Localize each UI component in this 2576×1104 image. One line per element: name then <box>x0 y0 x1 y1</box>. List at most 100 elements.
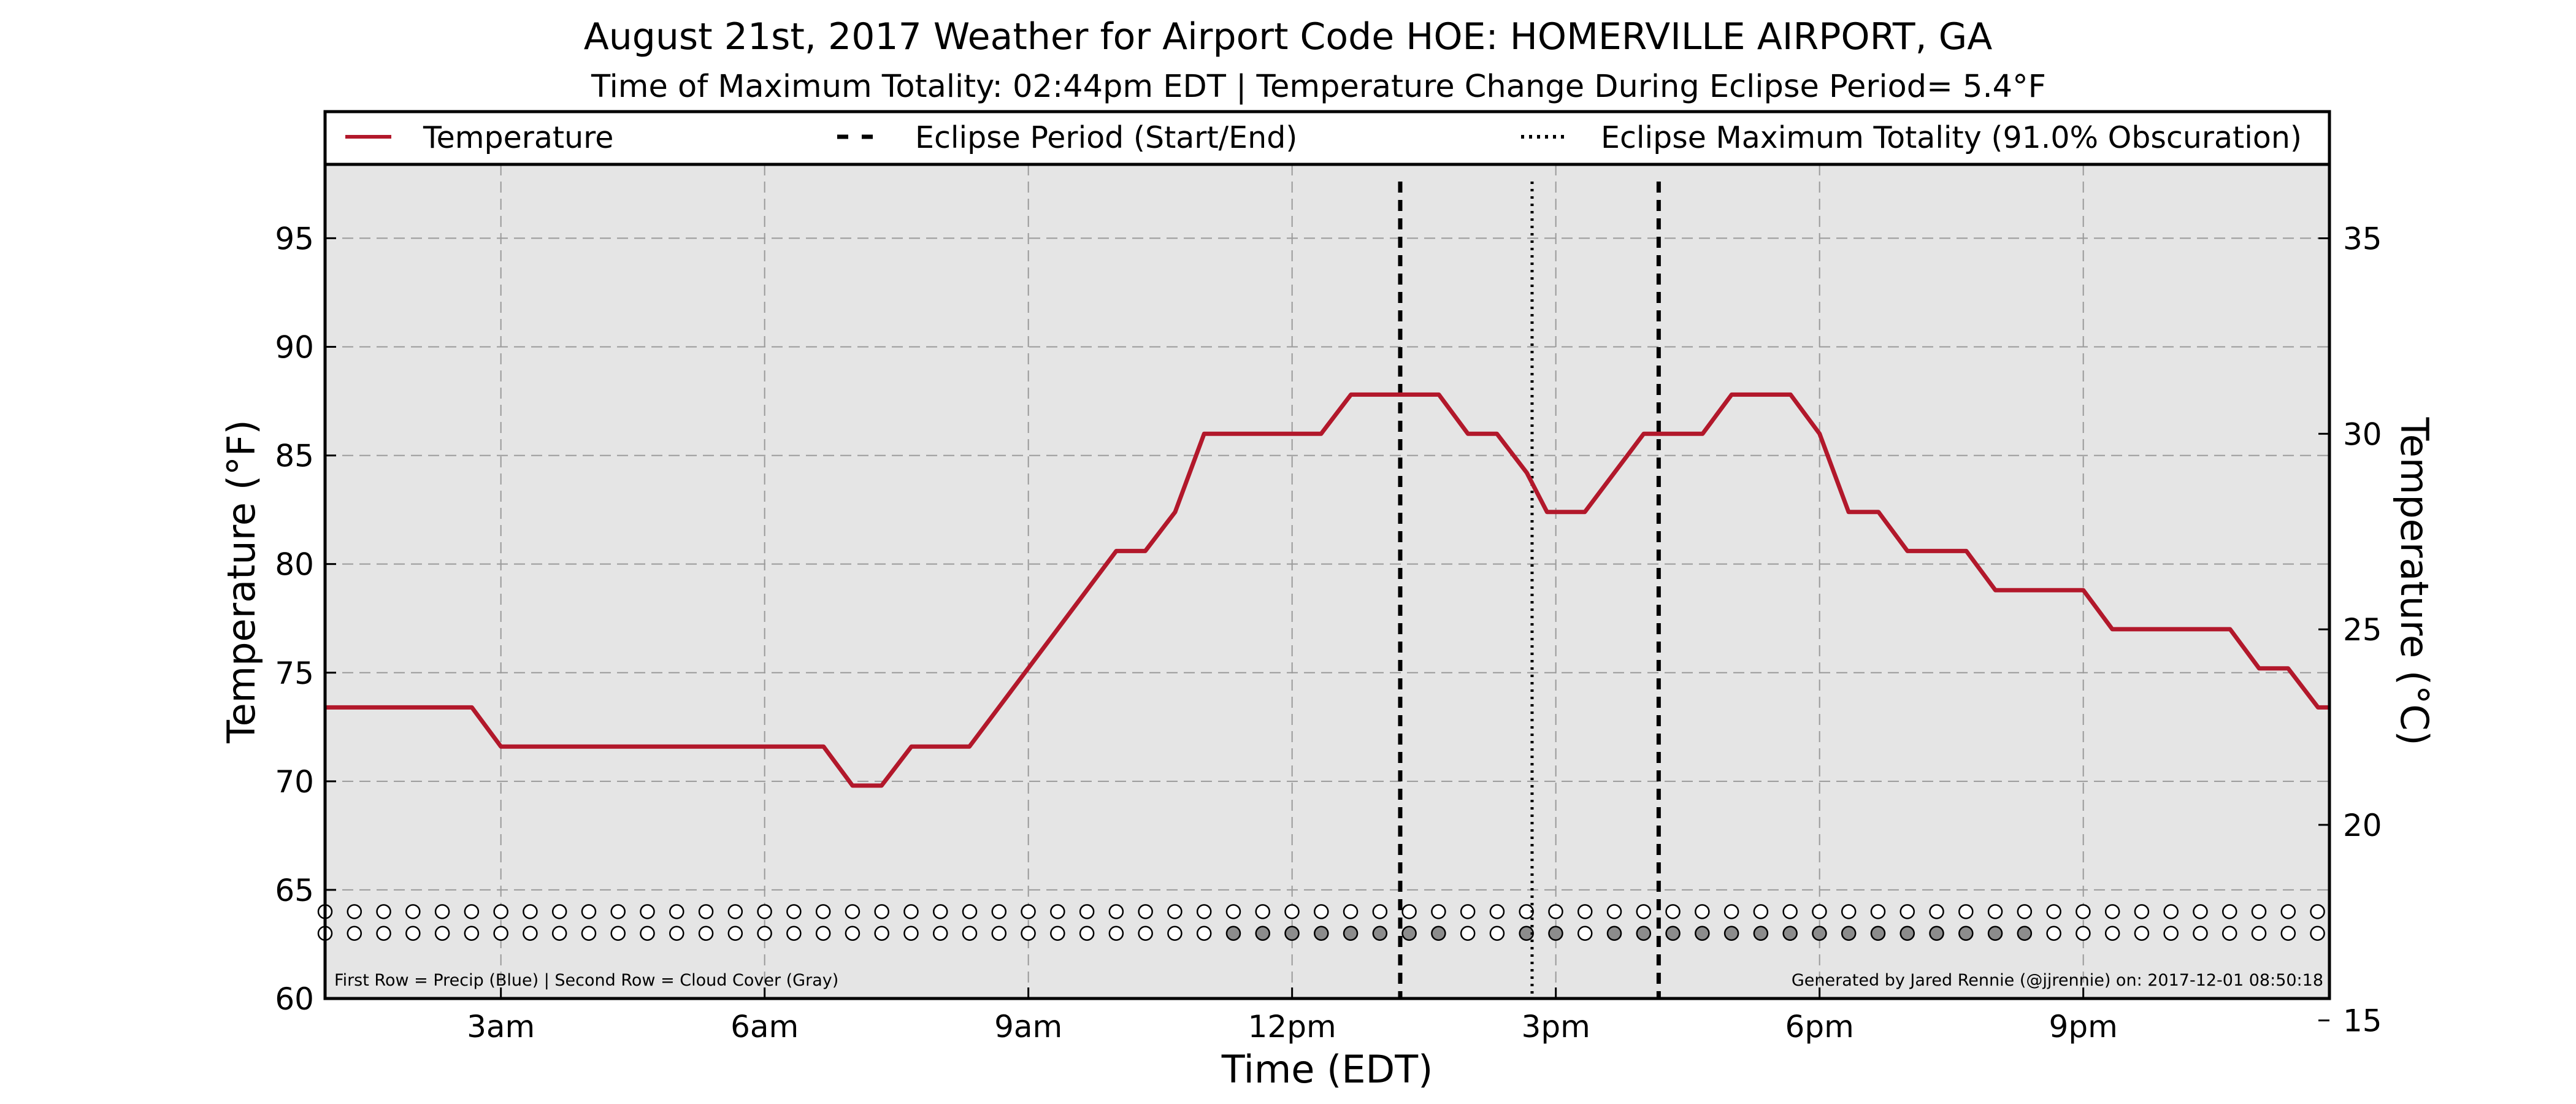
cloud-cover-dot <box>1401 926 1417 941</box>
cloud-cover-dot <box>2134 926 2150 941</box>
cloud-cover-dot <box>1284 926 1300 941</box>
cloud-cover-dot <box>1841 926 1857 941</box>
precip-dot <box>434 904 450 919</box>
precip-dot <box>405 904 421 919</box>
precip-dot <box>962 904 978 919</box>
precip-dot <box>1050 904 1065 919</box>
cloud-cover-dot <box>1489 926 1505 941</box>
cloud-cover-dot <box>932 926 948 941</box>
y-axis-label: Temperature (°F) <box>219 420 264 743</box>
cloud-cover-dot <box>405 926 421 941</box>
y-tick-label: 95 <box>275 221 314 256</box>
cloud-cover-dot <box>2076 926 2091 941</box>
precip-dot <box>2134 904 2150 919</box>
cloud-cover-dot <box>1314 926 1329 941</box>
cloud-cover-dot <box>1255 926 1270 941</box>
cloud-cover-dot <box>815 926 831 941</box>
cloud-cover-dot <box>1987 926 2003 941</box>
precip-dot <box>1665 904 1681 919</box>
cloud-cover-dot <box>1021 926 1036 941</box>
cloud-cover-dot <box>493 926 508 941</box>
precip-dot <box>1782 904 1798 919</box>
y-tick-label: 65 <box>275 873 314 908</box>
cloud-cover-dot <box>903 926 919 941</box>
cloud-cover-dot <box>1431 926 1446 941</box>
x-tick-label: 9pm <box>2049 1009 2118 1045</box>
cloud-cover-dot <box>1108 926 1124 941</box>
x-tick-label: 3pm <box>1522 1009 1590 1045</box>
x-tick-label: 12pm <box>1248 1009 1336 1045</box>
precip-dot <box>2046 904 2061 919</box>
y2-tick-label: 35 <box>2343 221 2382 257</box>
precip-dot <box>1606 904 1622 919</box>
precip-dot <box>903 904 919 919</box>
precip-dot <box>1284 904 1300 919</box>
cloud-cover-dot <box>1050 926 1065 941</box>
cloud-cover-dot <box>2280 926 2296 941</box>
y-tick-label: 75 <box>275 656 314 691</box>
precip-dot <box>1753 904 1769 919</box>
precip-dot <box>1577 904 1593 919</box>
cloud-cover-dot <box>1138 926 1153 941</box>
legend-label-temperature: Temperature <box>423 120 613 155</box>
precip-dot <box>1314 904 1329 919</box>
temperature-point <box>881 785 882 786</box>
precip-dot <box>1343 904 1359 919</box>
precip-dot <box>1079 904 1095 919</box>
cloud-cover-dot <box>1899 926 1915 941</box>
precip-dot <box>786 904 802 919</box>
cloud-cover-dot <box>581 926 597 941</box>
precip-dot <box>581 904 597 919</box>
precip-dot <box>757 904 772 919</box>
cloud-cover-dot <box>1695 926 1710 941</box>
cloud-cover-dot <box>2046 926 2061 941</box>
cloud-cover-dot <box>2193 926 2208 941</box>
cloud-cover-dot <box>1753 926 1769 941</box>
precip-dot <box>2221 904 2237 919</box>
precip-dot <box>2017 904 2033 919</box>
precip-dot <box>2076 904 2091 919</box>
cloud-cover-dot <box>1606 926 1622 941</box>
precip-dot <box>1225 904 1241 919</box>
precip-dot <box>640 904 655 919</box>
plot-area <box>325 164 2329 999</box>
gridlines <box>325 164 2329 999</box>
precip-dot <box>1021 904 1036 919</box>
precip-dot <box>1255 904 1270 919</box>
cloud-cover-dot <box>1870 926 1886 941</box>
y-tick-label: 60 <box>275 981 314 1017</box>
legend-label-max-totality: Eclipse Maximum Totality (91.0% Obscurat… <box>1601 120 2302 155</box>
precip-dot <box>1548 904 1563 919</box>
cloud-cover-dot <box>1196 926 1212 941</box>
temperature-point <box>1790 394 1791 395</box>
cloud-cover-dot <box>1665 926 1681 941</box>
y-tick-label: 90 <box>275 330 314 366</box>
precip-dot <box>669 904 684 919</box>
precip-dot <box>1695 904 1710 919</box>
cloud-cover-dot <box>523 926 538 941</box>
cloud-cover-dot <box>1548 926 1563 941</box>
cloud-cover-dot <box>2017 926 2033 941</box>
y-tick-label: 70 <box>275 764 314 800</box>
cloud-cover-dot <box>962 926 978 941</box>
cloud-cover-dot <box>2310 926 2325 941</box>
cloud-cover-dot <box>464 926 480 941</box>
legend-label-eclipse-period: Eclipse Period (Start/End) <box>915 120 1297 155</box>
precip-dot <box>2104 904 2120 919</box>
precip-dot <box>1958 904 1974 919</box>
legend-box: Temperature Eclipse Period (Start/End) E… <box>323 110 2331 166</box>
cloud-cover-dot <box>2163 926 2179 941</box>
temperature-point <box>500 746 502 747</box>
precip-dot <box>2163 904 2179 919</box>
precip-dot <box>991 904 1007 919</box>
precip-dot <box>874 904 889 919</box>
precip-dot <box>2310 904 2325 919</box>
chart-title: August 21st, 2017 Weather for Airport Co… <box>584 15 1993 58</box>
cloud-cover-dot <box>1636 926 1652 941</box>
precip-dot <box>464 904 480 919</box>
precip-dot <box>1108 904 1124 919</box>
cloud-cover-dot <box>786 926 802 941</box>
precip-dot <box>698 904 714 919</box>
y2-axis-label: Temperature (°C) <box>2392 416 2437 745</box>
